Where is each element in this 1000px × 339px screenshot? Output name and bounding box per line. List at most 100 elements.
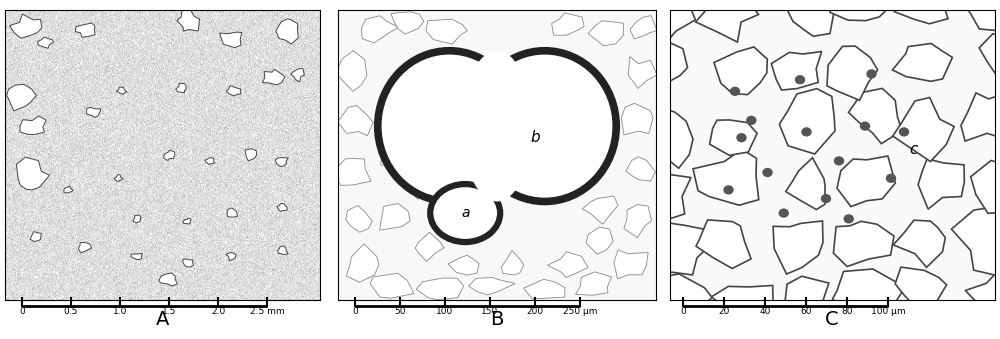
Polygon shape — [416, 278, 464, 300]
Polygon shape — [576, 272, 612, 295]
Polygon shape — [501, 251, 524, 275]
Polygon shape — [827, 46, 878, 100]
Text: 0: 0 — [19, 307, 25, 317]
Polygon shape — [630, 16, 657, 39]
Circle shape — [746, 116, 756, 125]
Polygon shape — [338, 106, 373, 136]
Polygon shape — [333, 159, 371, 185]
Polygon shape — [958, 0, 1000, 31]
Polygon shape — [226, 86, 241, 96]
Polygon shape — [205, 158, 215, 164]
Polygon shape — [781, 276, 829, 330]
Polygon shape — [176, 83, 186, 93]
Circle shape — [844, 214, 854, 223]
Polygon shape — [262, 69, 285, 85]
Polygon shape — [38, 37, 53, 48]
Text: C: C — [825, 310, 839, 329]
Polygon shape — [7, 84, 36, 111]
Circle shape — [821, 194, 831, 203]
Polygon shape — [20, 116, 46, 134]
Text: A: A — [156, 310, 170, 329]
Text: 1.0: 1.0 — [113, 307, 127, 317]
Text: b: b — [530, 130, 540, 145]
Polygon shape — [75, 23, 95, 37]
Polygon shape — [391, 12, 424, 34]
Text: 1.5: 1.5 — [162, 307, 176, 317]
Polygon shape — [979, 34, 1000, 90]
Polygon shape — [586, 227, 613, 254]
Polygon shape — [693, 149, 759, 205]
Polygon shape — [524, 279, 565, 299]
Text: 0.5: 0.5 — [64, 307, 78, 317]
Polygon shape — [346, 244, 379, 282]
Text: a: a — [461, 206, 469, 220]
Circle shape — [762, 168, 773, 177]
Polygon shape — [16, 157, 50, 190]
Polygon shape — [415, 232, 444, 261]
Polygon shape — [773, 221, 823, 274]
Polygon shape — [783, 0, 834, 36]
Text: 80: 80 — [841, 307, 853, 317]
Polygon shape — [448, 255, 479, 275]
Ellipse shape — [378, 51, 521, 201]
Text: B: B — [490, 310, 504, 329]
Polygon shape — [78, 242, 92, 253]
Polygon shape — [552, 13, 584, 35]
Circle shape — [886, 174, 896, 183]
Circle shape — [736, 133, 747, 142]
Polygon shape — [652, 105, 693, 168]
Polygon shape — [226, 253, 236, 261]
Polygon shape — [711, 285, 775, 332]
Polygon shape — [893, 220, 945, 267]
Polygon shape — [361, 16, 398, 43]
Text: 100 μm: 100 μm — [871, 307, 905, 317]
Text: 0: 0 — [680, 307, 686, 317]
Polygon shape — [177, 7, 200, 31]
Text: 250 μm: 250 μm — [563, 307, 597, 317]
Polygon shape — [918, 159, 964, 209]
Polygon shape — [951, 205, 1000, 276]
Polygon shape — [971, 160, 1000, 213]
Text: 2.0: 2.0 — [211, 307, 225, 317]
Polygon shape — [275, 158, 288, 166]
Polygon shape — [961, 93, 1000, 141]
Polygon shape — [390, 79, 414, 100]
Polygon shape — [632, 37, 688, 87]
Circle shape — [795, 75, 805, 84]
Polygon shape — [86, 107, 101, 118]
Polygon shape — [183, 218, 191, 224]
Polygon shape — [849, 88, 902, 144]
Circle shape — [860, 121, 870, 131]
Polygon shape — [895, 267, 947, 312]
Text: 20: 20 — [718, 307, 730, 317]
Text: 2.5 mm: 2.5 mm — [250, 307, 284, 317]
Circle shape — [801, 127, 812, 137]
Polygon shape — [628, 57, 657, 88]
Polygon shape — [10, 14, 42, 38]
Circle shape — [779, 208, 789, 218]
Circle shape — [730, 87, 740, 96]
Ellipse shape — [462, 51, 532, 201]
Polygon shape — [380, 204, 410, 230]
Polygon shape — [468, 278, 515, 295]
Circle shape — [866, 69, 877, 79]
Polygon shape — [227, 208, 237, 217]
Polygon shape — [893, 98, 954, 162]
Polygon shape — [277, 203, 287, 211]
Polygon shape — [771, 52, 822, 90]
Polygon shape — [336, 51, 367, 91]
Text: 0: 0 — [352, 307, 358, 317]
Text: 200: 200 — [526, 307, 544, 317]
Text: c: c — [910, 142, 918, 157]
Polygon shape — [291, 68, 304, 82]
Polygon shape — [245, 149, 257, 161]
Polygon shape — [276, 19, 298, 44]
Polygon shape — [164, 150, 175, 160]
Polygon shape — [398, 173, 434, 199]
Polygon shape — [346, 205, 372, 232]
Polygon shape — [426, 19, 467, 44]
Polygon shape — [131, 254, 143, 260]
Polygon shape — [710, 120, 757, 155]
Polygon shape — [832, 269, 903, 315]
Polygon shape — [779, 88, 835, 154]
